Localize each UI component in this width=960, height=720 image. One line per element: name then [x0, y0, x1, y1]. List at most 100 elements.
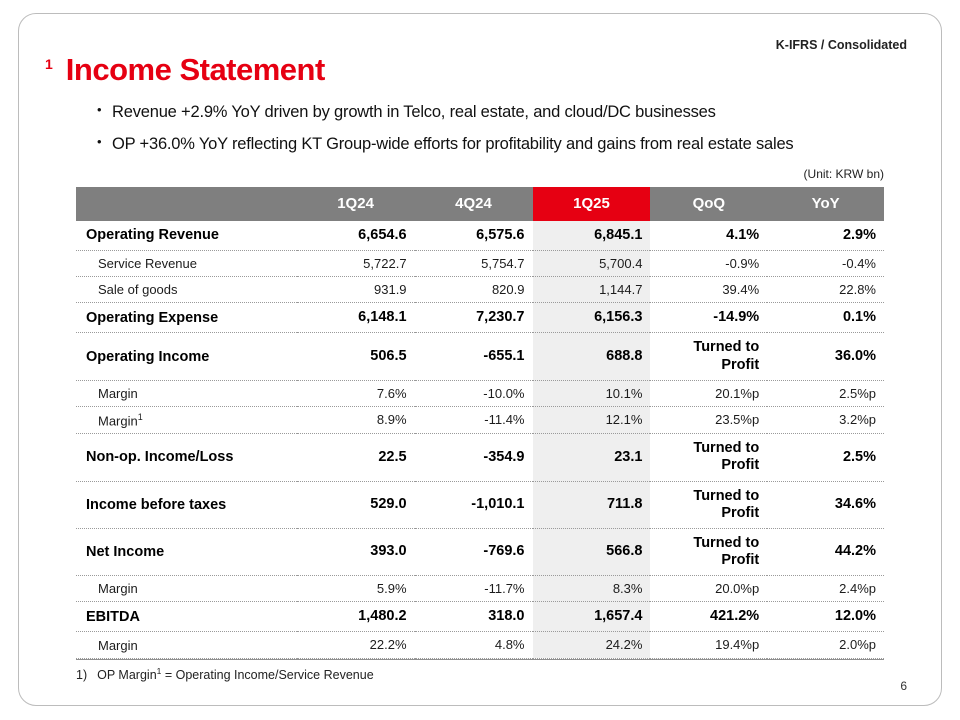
row-label: Non-op. Income/Loss [76, 433, 297, 482]
cell-value: Turned to Profit [650, 433, 768, 482]
report-standard-label: K-IFRS / Consolidated [775, 38, 907, 52]
cell-value: 2.4%p [767, 575, 884, 603]
table-row: Margin 7.6% -10.0% 10.1% 20.1%p 2.5%p [76, 380, 884, 407]
cell-value: 6,845.1 [532, 220, 651, 251]
bullet-list: Revenue +2.9% YoY driven by growth in Te… [19, 102, 941, 154]
row-label: Margin [76, 380, 297, 407]
cell-value: 5.9% [296, 575, 415, 603]
row-label: Operating Expense [76, 302, 297, 334]
cell-value: -11.7% [414, 575, 533, 603]
cell-value: -1,010.1 [414, 481, 533, 529]
column-header: 1Q24 [296, 186, 415, 221]
cell-value: 318.0 [414, 601, 533, 633]
cell-value: 20.0%p [650, 575, 768, 603]
cell-value: 22.5 [296, 433, 415, 482]
cell-value: 34.6% [767, 481, 884, 529]
footnote-text: OP Margin [97, 667, 157, 682]
cell-value: -0.4% [767, 250, 884, 277]
cell-value: 24.2% [532, 631, 651, 659]
cell-value: Turned to Profit [650, 332, 768, 381]
cell-value: 0.1% [767, 302, 884, 334]
cell-value: 22.2% [296, 631, 415, 659]
column-header: 4Q24 [414, 186, 533, 221]
cell-value: -769.6 [414, 528, 533, 576]
cell-value: 6,654.6 [296, 220, 415, 251]
cell-value: 820.9 [414, 276, 533, 304]
cell-value: 23.5%p [650, 406, 768, 435]
cell-value: 8.9% [296, 406, 415, 435]
bullet-item: Revenue +2.9% YoY driven by growth in Te… [97, 102, 901, 122]
cell-value: 2.5% [767, 433, 884, 482]
cell-value: 6,148.1 [296, 302, 415, 334]
cell-value: 12.1% [532, 406, 651, 435]
slide: K-IFRS / Consolidated 1 Income Statement… [18, 13, 942, 706]
cell-value: -11.4% [414, 406, 533, 435]
cell-value: 6,575.6 [414, 220, 533, 251]
cell-value: 10.1% [532, 380, 651, 407]
footnote: 1) OP Margin1 = Operating Income/Service … [76, 658, 884, 682]
cell-value: 12.0% [767, 601, 884, 633]
cell-value: 2.9% [767, 220, 884, 251]
table-row: Margin 22.2% 4.8% 24.2% 19.4%p 2.0%p [76, 631, 884, 659]
cell-value: 566.8 [532, 528, 651, 576]
cell-value: 19.4%p [650, 631, 768, 659]
cell-value: 5,722.7 [296, 250, 415, 277]
cell-value: Turned to Profit [650, 528, 768, 576]
cell-value: 7,230.7 [414, 302, 533, 334]
footnote-rest: = Operating Income/Service Revenue [161, 667, 374, 682]
title-row: 1 Income Statement [45, 53, 941, 87]
table-row: Sale of goods 931.9 820.9 1,144.7 39.4% 22.8% [76, 276, 884, 304]
cell-value: 711.8 [532, 481, 651, 529]
title-superscript: 1 [45, 56, 53, 72]
row-label: Operating Income [76, 332, 297, 381]
cell-value: 23.1 [532, 433, 651, 482]
row-label: EBITDA [76, 601, 297, 633]
cell-value: 1,480.2 [296, 601, 415, 633]
row-label: Net Income [76, 528, 297, 576]
row-label: Operating Revenue [76, 220, 297, 251]
cell-value: -354.9 [414, 433, 533, 482]
cell-value: 39.4% [650, 276, 768, 304]
cell-value: 421.2% [650, 601, 768, 633]
cell-value: -0.9% [650, 250, 768, 277]
table-row: Income before taxes 529.0 -1,010.1 711.8 Tur… [76, 481, 884, 529]
footnote-superscript: 1 [156, 665, 162, 676]
column-header: QoQ [650, 186, 768, 221]
cell-value: 7.6% [296, 380, 415, 407]
cell-value: 931.9 [296, 276, 415, 304]
page-number: 6 [900, 679, 907, 693]
cell-value: 529.0 [296, 481, 415, 529]
cell-value: -14.9% [650, 302, 768, 334]
income-statement-table: 1Q24 4Q24 1Q25 QoQ YoY Operating Revenue 6,65… [76, 186, 884, 659]
row-label: Margin1 [76, 406, 297, 435]
table-row: EBITDA 1,480.2 318.0 1,657.4 421.2% 12.0% [76, 601, 884, 633]
table-row: Margin 5.9% -11.7% 8.3% 20.0%p 2.4%p [76, 575, 884, 603]
cell-value: 8.3% [532, 575, 651, 603]
row-label: Margin [76, 631, 297, 659]
table-row: Net Income 393.0 -769.6 566.8 Turned to Prof… [76, 528, 884, 576]
cell-value: 4.1% [650, 220, 768, 251]
cell-value: 1,657.4 [532, 601, 651, 633]
cell-value: 44.2% [767, 528, 884, 576]
cell-value: 1,144.7 [532, 276, 651, 304]
cell-value: 6,156.3 [532, 302, 651, 334]
cell-value: 2.0%p [767, 631, 884, 659]
table-row: Margin1 8.9% -11.4% 12.1% 23.5%p 3.2%p [76, 406, 884, 435]
cell-value: -655.1 [414, 332, 533, 381]
row-label: Income before taxes [76, 481, 297, 529]
cell-value: 506.5 [296, 332, 415, 381]
row-label-superscript: 1 [137, 411, 143, 422]
unit-label: (Unit: KRW bn) [803, 166, 884, 181]
cell-value: 22.8% [767, 276, 884, 304]
row-label: Service Revenue [76, 250, 297, 277]
row-label: Margin [76, 575, 297, 603]
table-row: Service Revenue 5,722.7 5,754.7 5,700.4 -0.9… [76, 250, 884, 277]
cell-value: 688.8 [532, 332, 651, 381]
cell-value: 4.8% [414, 631, 533, 659]
column-header: 1Q25 [532, 186, 651, 221]
cell-value: 5,700.4 [532, 250, 651, 277]
table-body: Operating Revenue 6,654.6 6,575.6 6,845.1 4.… [76, 220, 884, 659]
column-header: YoY [767, 186, 884, 221]
cell-value: 36.0% [767, 332, 884, 381]
footnote-prefix: 1) [76, 667, 88, 682]
